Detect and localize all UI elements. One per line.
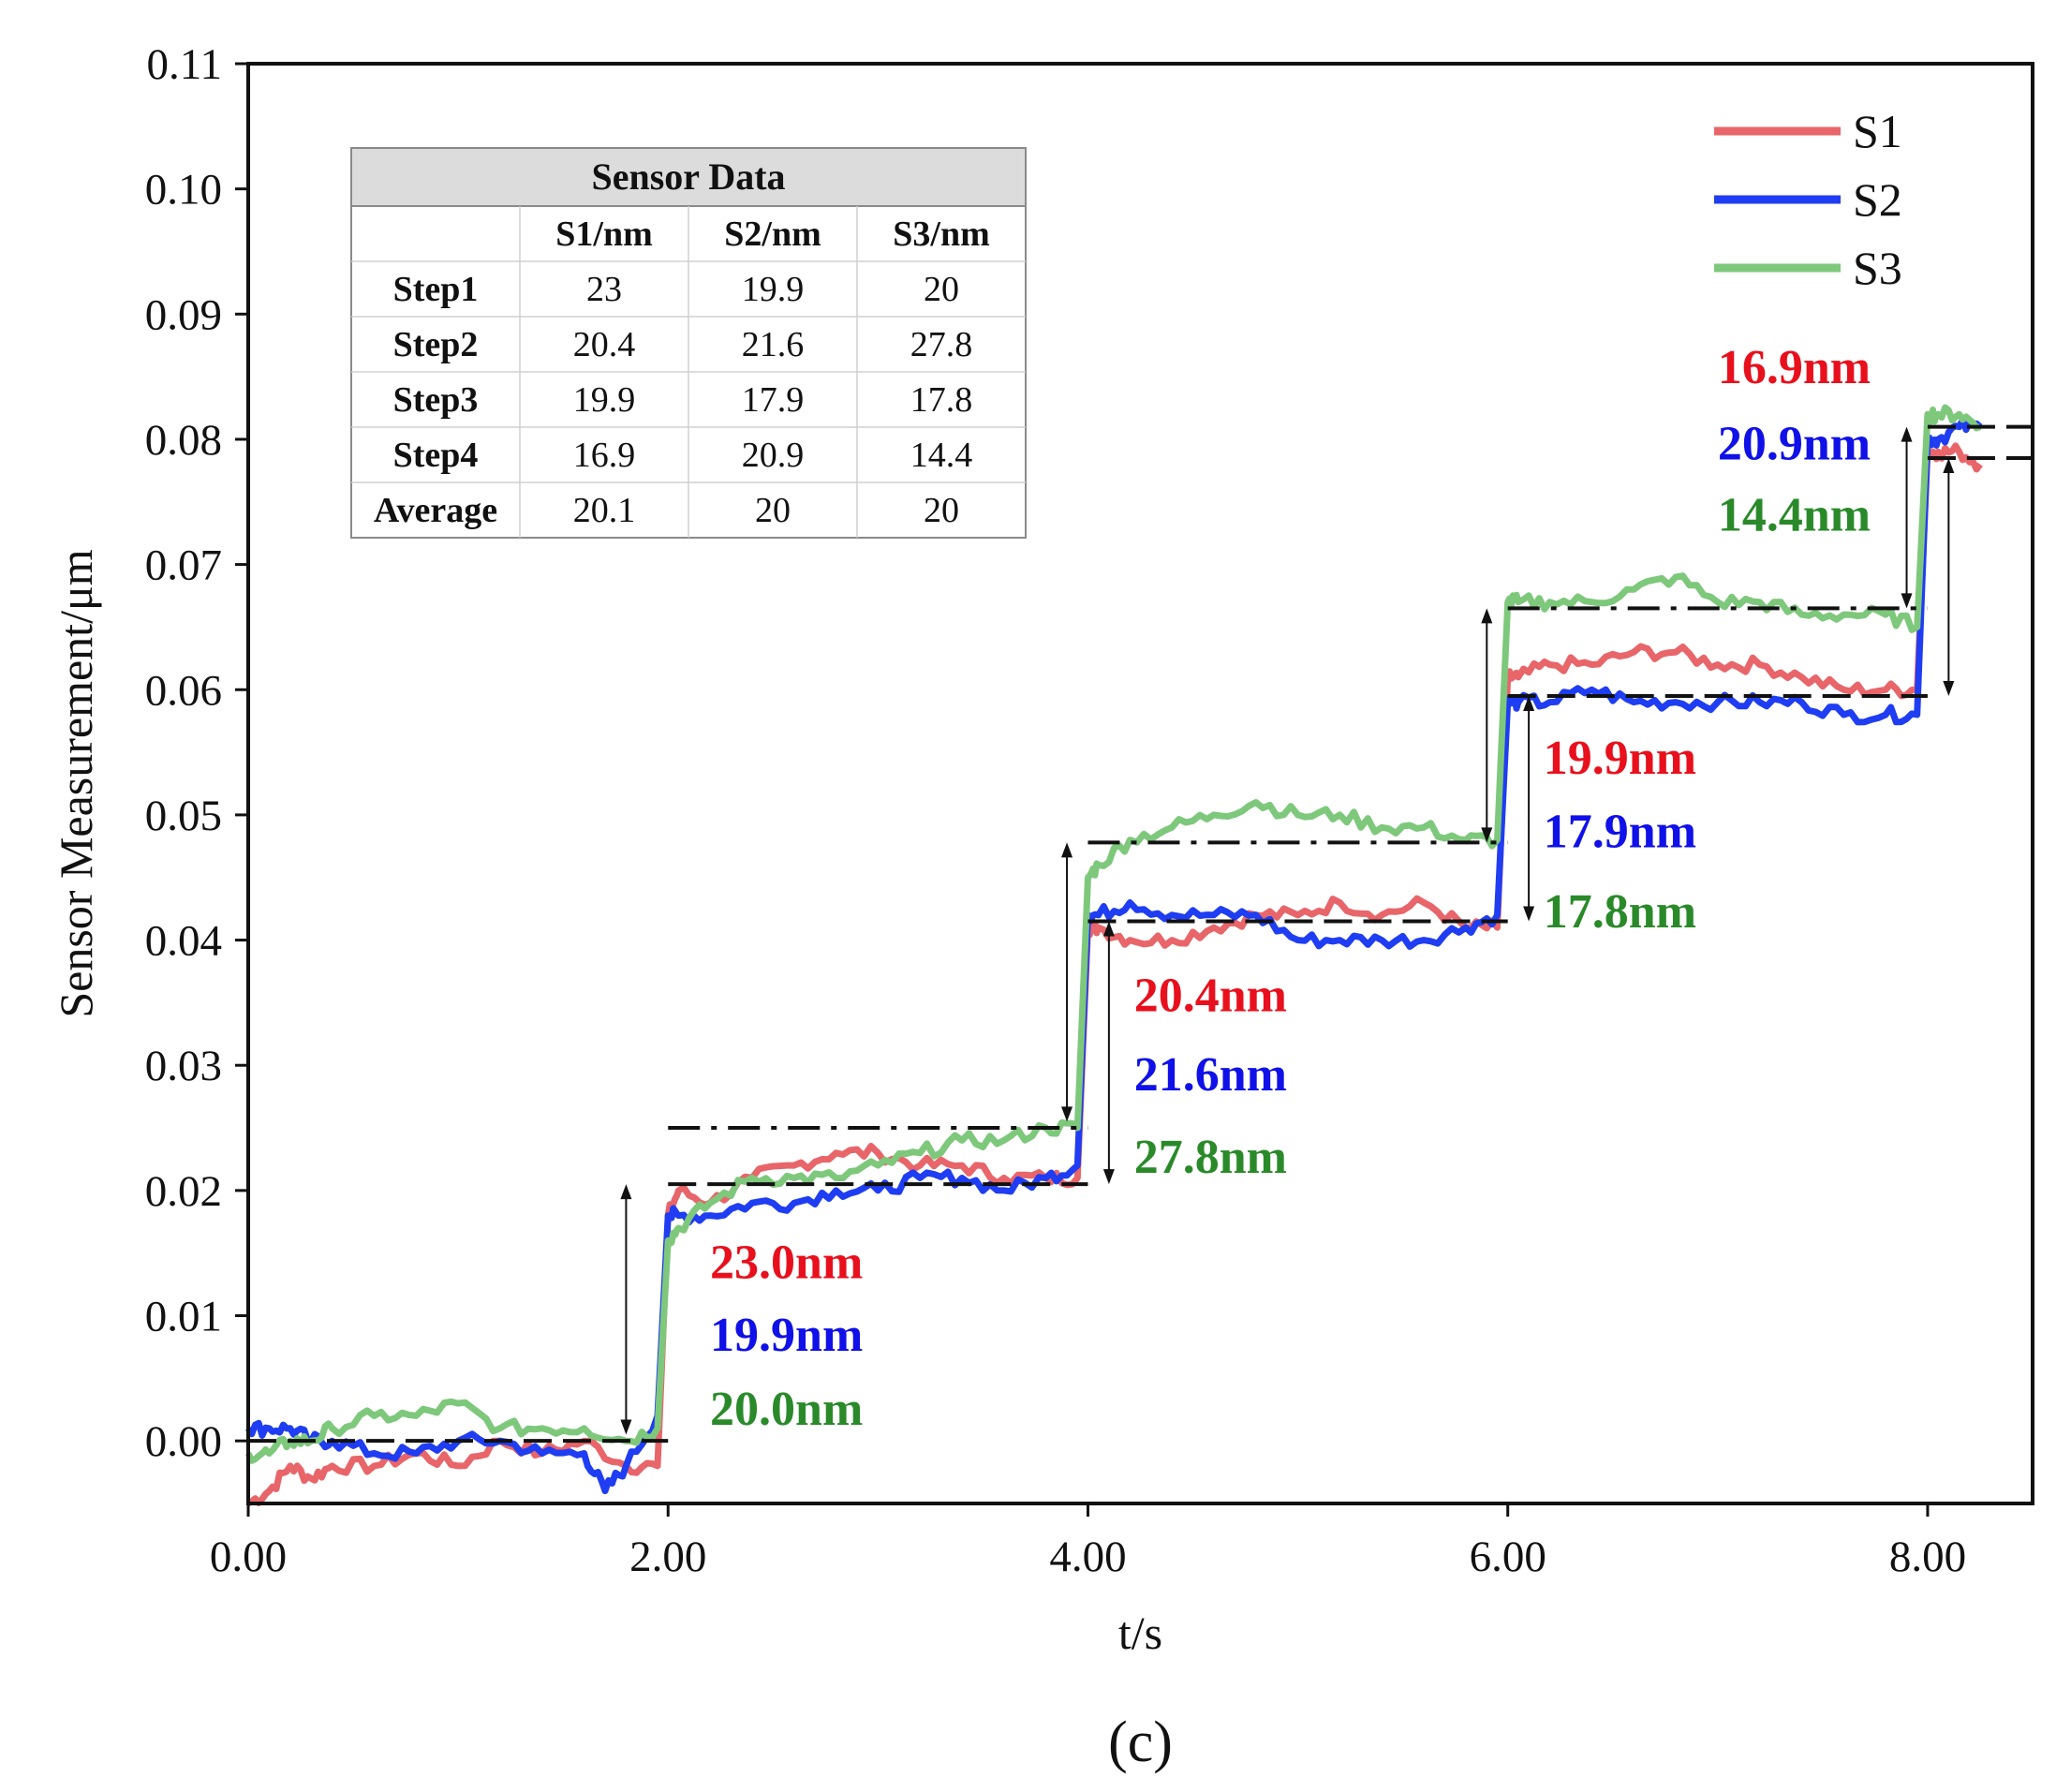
step-annotation: 19.9nm	[710, 1309, 863, 1362]
series-group	[244, 404, 1983, 1507]
x-tick-label: 4.00	[1049, 1533, 1126, 1581]
table-cell: 17.8	[910, 380, 973, 420]
step-annotation: 16.9nm	[1718, 341, 1871, 394]
step-annotation: 20.4nm	[1134, 970, 1287, 1023]
step-annotation: 19.9nm	[1544, 732, 1696, 785]
step-annotation: 17.8nm	[1544, 885, 1696, 939]
y-tick-label: 0.11	[146, 40, 222, 89]
step-annotation: 17.9nm	[1544, 806, 1696, 859]
y-tick-label: 0.08	[145, 416, 222, 465]
x-tick-label: 6.00	[1470, 1533, 1546, 1581]
table-header-cell: S2/nm	[724, 215, 821, 254]
y-tick-label: 0.04	[145, 917, 222, 966]
table-cell: 20.1	[573, 491, 636, 530]
table-row-label: Step3	[393, 380, 479, 420]
table-cell: 19.9	[573, 380, 636, 420]
legend-label: S3	[1853, 242, 1902, 294]
y-tick-label: 0.05	[145, 792, 222, 840]
y-tick-label: 0.01	[145, 1293, 222, 1341]
series-line-s2	[245, 416, 1983, 1495]
table-cell: 20	[924, 491, 959, 530]
axis-ticks: 0.00 2.00 4.00 6.00 8.00 0.00 0.01 0.02 0.03 0.04…	[145, 40, 1966, 1581]
table-row-label: Step2	[393, 325, 479, 364]
table-cell: 20.4	[573, 325, 636, 364]
y-tick-label: 0.03	[145, 1042, 222, 1090]
step-arrow	[1102, 921, 1115, 1185]
step-annotation: 14.4nm	[1718, 489, 1871, 542]
y-tick-label: 0.09	[145, 290, 222, 339]
table-cell: 20	[755, 491, 791, 530]
table-row-label: Step4	[393, 436, 479, 475]
y-tick-label: 0.02	[145, 1167, 222, 1216]
x-tick-label: 2.00	[629, 1533, 706, 1581]
step-arrows	[620, 426, 1955, 1435]
x-tick-label: 8.00	[1889, 1533, 1966, 1581]
step-arrow	[1943, 458, 1955, 696]
step-arrow	[1061, 842, 1073, 1122]
y-tick-label: 0.06	[145, 666, 222, 715]
step-annotation: 20.0nm	[710, 1383, 863, 1436]
step-arrow	[1523, 695, 1535, 922]
y-axis-title: Sensor Measurement/μm	[50, 549, 102, 1017]
panel-label: (c)	[1108, 1711, 1173, 1774]
x-tick-label: 0.00	[210, 1533, 287, 1581]
table-cell: 21.6	[742, 325, 805, 364]
step-annotation: 20.9nm	[1718, 417, 1871, 470]
table-header-cell: S1/nm	[555, 215, 652, 254]
table-header-cell: S3/nm	[893, 215, 989, 254]
y-tick-label: 0.07	[145, 541, 222, 590]
y-tick-label: 0.10	[145, 166, 222, 215]
step-arrow	[620, 1184, 632, 1435]
table-row-label: Average	[374, 491, 497, 530]
table-cell: 20	[924, 270, 959, 309]
table-title: Sensor Data	[591, 156, 785, 198]
step-annotation: 23.0nm	[710, 1236, 863, 1289]
table-cell: 23	[586, 270, 622, 309]
table-cell: 16.9	[573, 436, 636, 475]
series-line-s3	[244, 404, 1982, 1464]
step-annotations: 23.0nm 19.9nm 20.0nm 20.4nm 21.6nm 27.8nm 19.9…	[710, 341, 1871, 1436]
table-cell: 20.9	[742, 436, 805, 475]
y-tick-label: 0.00	[145, 1417, 222, 1466]
legend-label: S2	[1853, 173, 1902, 226]
table-cell: 14.4	[910, 436, 973, 475]
legend-label: S1	[1853, 105, 1902, 157]
reference-lines	[248, 424, 2033, 1444]
step-arrow	[1901, 426, 1913, 609]
table-cell: 27.8	[910, 325, 973, 364]
table-row-label: Step1	[393, 270, 479, 309]
step-annotation: 27.8nm	[1134, 1131, 1287, 1184]
step-annotation: 21.6nm	[1134, 1048, 1287, 1102]
step-arrow	[1481, 608, 1493, 843]
table-cell: 17.9	[742, 380, 805, 420]
plot-frame	[246, 62, 2034, 1505]
legend: S1 S2 S3	[1714, 105, 1902, 294]
sensor-data-table: Sensor Data S1/nm S2/nm S3/nm Step1 23 19.9 20 S…	[350, 147, 1027, 539]
table-cell: 19.9	[742, 270, 805, 309]
x-axis-title: t/s	[1118, 1607, 1162, 1659]
